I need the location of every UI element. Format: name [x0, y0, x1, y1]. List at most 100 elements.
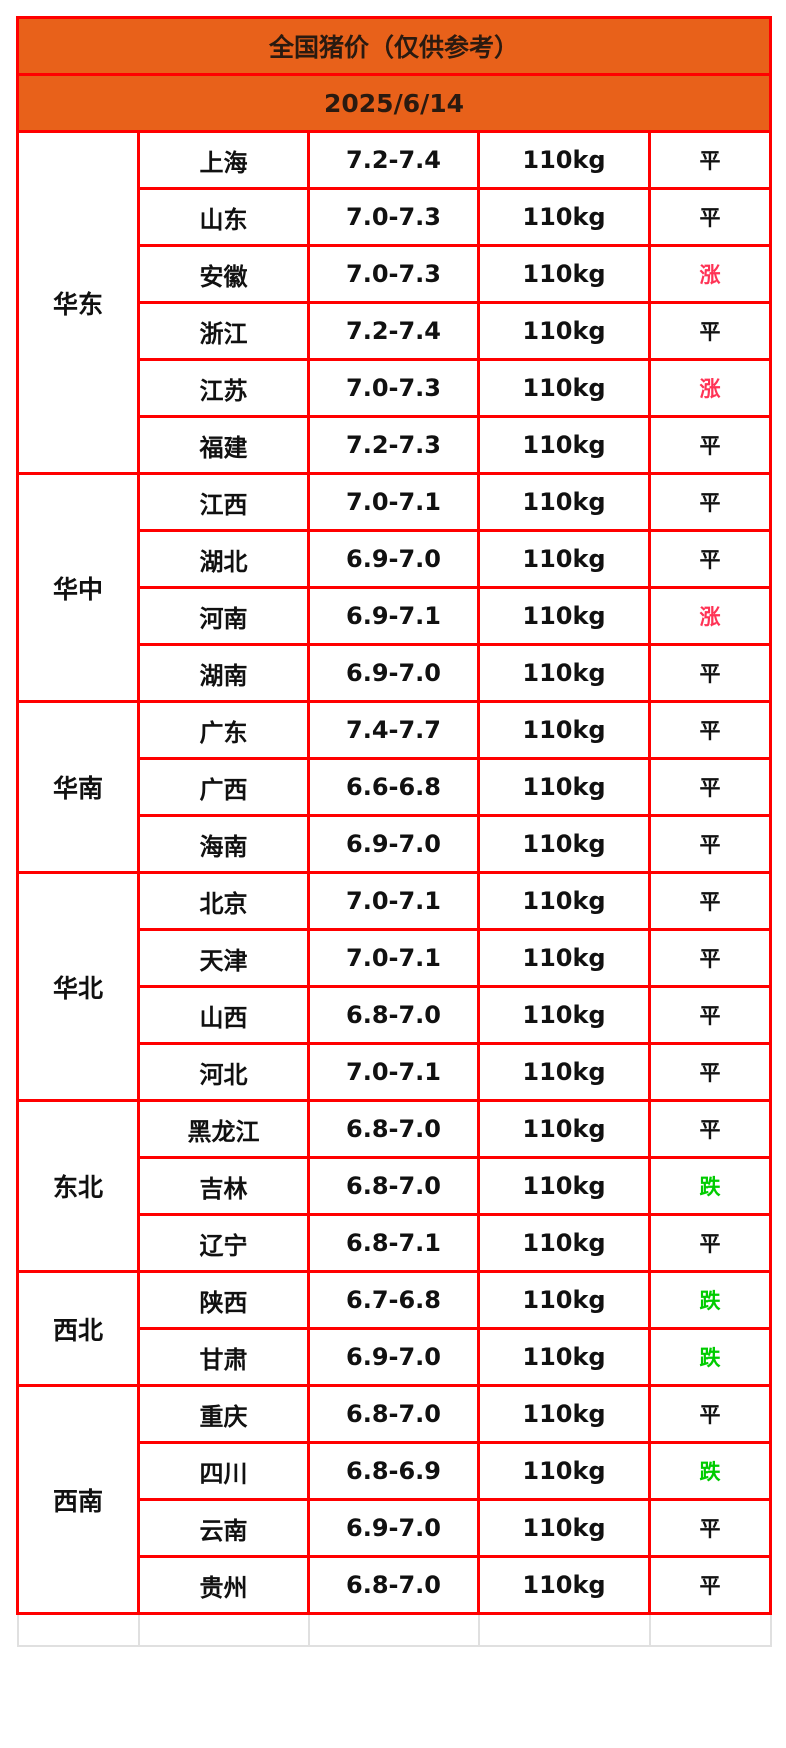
table-row: 华东 上海 7.2-7.4 110kg 平: [16, 130, 773, 475]
table-row: 华北 北京 7.0-7.1 110kg 平: [16, 871, 773, 1102]
province-cell: 安徽: [137, 244, 310, 304]
trend-cell: 平: [647, 415, 773, 475]
weight-cell: 110kg: [477, 358, 651, 418]
province-cell: 广东: [137, 700, 310, 760]
price-cell: 7.0-7.3: [307, 244, 480, 304]
trend-cell: 平: [647, 757, 773, 817]
price-cell: 7.0-7.1: [307, 928, 480, 988]
province-cell: 江苏: [137, 358, 310, 418]
empty-cell: [477, 1612, 651, 1647]
table-row: 云南 6.9-7.0 110kg 平: [18, 1498, 773, 1558]
table-row: 辽宁 6.8-7.1 110kg 平: [18, 1213, 773, 1273]
table-row: 山西 6.8-7.0 110kg 平: [18, 985, 773, 1045]
province-cell: 北京: [137, 871, 310, 931]
weight-cell: 110kg: [477, 1327, 651, 1387]
weight-cell: 110kg: [477, 757, 651, 817]
price-cell: 6.9-7.0: [307, 529, 480, 589]
table-row: 河北 7.0-7.1 110kg 平: [18, 1042, 773, 1102]
trend-cell: 平: [647, 1099, 773, 1159]
price-cell: 6.9-7.0: [307, 1327, 480, 1387]
trend-cell: 涨: [647, 244, 773, 304]
trend-cell: 平: [647, 1498, 773, 1558]
table-row: 浙江 7.2-7.4 110kg 平: [18, 301, 773, 361]
province-cell: 甘肃: [137, 1327, 310, 1387]
price-cell: 6.8-7.0: [307, 1384, 480, 1444]
table-row: 四川 6.8-6.9 110kg 跌: [18, 1441, 773, 1501]
price-cell: 6.8-7.0: [307, 1156, 480, 1216]
province-cell: 山西: [137, 985, 310, 1045]
table-row: 西北 陕西 6.7-6.8 110kg 跌: [16, 1270, 773, 1387]
trend-cell: 平: [647, 871, 773, 931]
price-cell: 6.9-7.0: [307, 643, 480, 703]
trend-cell: 平: [647, 928, 773, 988]
province-cell: 天津: [137, 928, 310, 988]
province-cell: 黑龙江: [137, 1099, 310, 1159]
province-cell: 福建: [137, 415, 310, 475]
weight-cell: 110kg: [477, 415, 651, 475]
weight-cell: 110kg: [477, 1099, 651, 1159]
province-cell: 河南: [137, 586, 310, 646]
table-row: 华南 广东 7.4-7.7 110kg 平: [16, 700, 773, 874]
weight-cell: 110kg: [477, 643, 651, 703]
weight-cell: 110kg: [477, 700, 651, 760]
price-cell: 6.9-7.0: [307, 1498, 480, 1558]
region-cell: 华中: [16, 472, 140, 703]
empty-cell: [16, 1612, 140, 1647]
price-cell: 6.9-7.1: [307, 586, 480, 646]
empty-cell: [137, 1612, 310, 1647]
weight-cell: 110kg: [477, 1213, 651, 1273]
price-cell: 6.8-7.0: [307, 1099, 480, 1159]
price-cell: 6.6-6.8: [307, 757, 480, 817]
table-row: 福建 7.2-7.3 110kg 平: [18, 415, 773, 475]
table-row: 甘肃 6.9-7.0 110kg 跌: [18, 1327, 773, 1387]
weight-cell: 110kg: [477, 586, 651, 646]
table-date: 2025/6/14: [15, 73, 773, 133]
trend-cell: 跌: [647, 1270, 773, 1330]
price-cell: 6.8-7.0: [307, 1555, 480, 1615]
trend-cell: 涨: [647, 358, 773, 418]
title-row: 全国猪价（仅供参考）: [15, 16, 773, 76]
weight-cell: 110kg: [477, 472, 651, 532]
trend-cell: 平: [647, 1384, 773, 1444]
trend-cell: 平: [647, 700, 773, 760]
weight-cell: 110kg: [477, 871, 651, 931]
province-cell: 浙江: [137, 301, 310, 361]
price-cell: 7.2-7.4: [307, 301, 480, 361]
table-row: 天津 7.0-7.1 110kg 平: [18, 928, 773, 988]
trend-cell: 平: [647, 814, 773, 874]
table-row: 安徽 7.0-7.3 110kg 涨: [18, 244, 773, 304]
trend-cell: 平: [647, 643, 773, 703]
table-row: 河南 6.9-7.1 110kg 涨: [18, 586, 773, 646]
weight-cell: 110kg: [477, 529, 651, 589]
trend-cell: 平: [647, 472, 773, 532]
price-cell: 6.7-6.8: [307, 1270, 480, 1330]
trend-cell: 跌: [647, 1327, 773, 1387]
table-row: 贵州 6.8-7.0 110kg 平: [18, 1555, 773, 1615]
province-cell: 江西: [137, 472, 310, 532]
trend-cell: 涨: [647, 586, 773, 646]
table-row: 湖北 6.9-7.0 110kg 平: [18, 529, 773, 589]
region-cell: 华北: [16, 871, 140, 1102]
province-cell: 河北: [137, 1042, 310, 1102]
trend-cell: 平: [647, 301, 773, 361]
price-cell: 6.8-7.1: [307, 1213, 480, 1273]
province-cell: 湖北: [137, 529, 310, 589]
trend-cell: 跌: [647, 1156, 773, 1216]
trend-cell: 平: [647, 130, 773, 190]
table-row: 湖南 6.9-7.0 110kg 平: [18, 643, 773, 703]
weight-cell: 110kg: [477, 1555, 651, 1615]
province-cell: 云南: [137, 1498, 310, 1558]
price-cell: 7.0-7.1: [307, 1042, 480, 1102]
table-row: 海南 6.9-7.0 110kg 平: [18, 814, 773, 874]
region-cell: 西南: [16, 1384, 140, 1615]
pig-price-table: 全国猪价（仅供参考） 2025/6/14 华东 上海 7.2-7.4 110kg 平山东…: [15, 16, 773, 1647]
empty-cell: [648, 1612, 772, 1647]
weight-cell: 110kg: [477, 1042, 651, 1102]
empty-cell: [307, 1612, 480, 1647]
weight-cell: 110kg: [477, 1156, 651, 1216]
weight-cell: 110kg: [477, 1441, 651, 1501]
table-row: 江苏 7.0-7.3 110kg 涨: [18, 358, 773, 418]
table-title: 全国猪价（仅供参考）: [15, 16, 773, 76]
empty-row: [16, 1612, 772, 1647]
trend-cell: 平: [647, 187, 773, 247]
